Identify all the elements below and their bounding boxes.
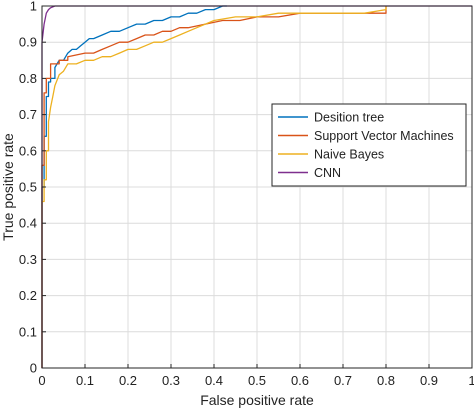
series-layer	[41, 5, 472, 368]
series-line-3	[41, 6, 387, 368]
y-tick-label: 0.6	[19, 143, 37, 158]
y-tick-label: 0.2	[19, 288, 37, 303]
x-tick-label: 0.3	[162, 373, 180, 388]
y-tick-label: 0	[30, 361, 37, 376]
y-tick-label: 0.9	[19, 35, 37, 50]
legend: Desition tree Support Vector Machines Naiv…	[271, 103, 467, 187]
legend-label-1: Desition tree	[314, 111, 384, 125]
y-tick-label: 0.4	[19, 216, 37, 231]
x-tick-label: 0.9	[420, 373, 438, 388]
y-tick-label: 0.1	[19, 324, 37, 339]
x-tick-label: 0.7	[334, 373, 352, 388]
legend-label-4: CNN	[314, 166, 341, 180]
series-line-1	[41, 5, 227, 368]
legend-label-2: Support Vector Machines	[314, 129, 454, 143]
y-tick-label: 0.8	[19, 71, 37, 86]
x-tick-label: 0.8	[377, 373, 395, 388]
x-tick-label: 0.1	[76, 373, 94, 388]
x-axis-label: False positive rate	[200, 392, 314, 408]
x-tick-label: 0	[38, 373, 45, 388]
legend-label-3: Naive Bayes	[314, 148, 384, 162]
y-tick-label: 1	[30, 0, 37, 14]
y-tick-label: 0.5	[19, 180, 37, 195]
tick-layer: 0 0.1 0.2 0.3 0.4 0.5 0.6 0.7 0.8 0.9 1 0 0.1 0.2 0.3 0…	[19, 0, 474, 388]
x-tick-label: 0.5	[248, 373, 266, 388]
y-tick-label: 0.3	[19, 252, 37, 267]
y-tick-label: 0.7	[19, 107, 37, 122]
x-tick-label: 0.4	[205, 373, 223, 388]
y-axis-label: True positive rate	[0, 133, 16, 241]
x-tick-label: 1	[468, 373, 474, 388]
x-tick-label: 0.6	[291, 373, 309, 388]
series-line-2	[41, 6, 387, 368]
x-tick-label: 0.2	[119, 373, 137, 388]
